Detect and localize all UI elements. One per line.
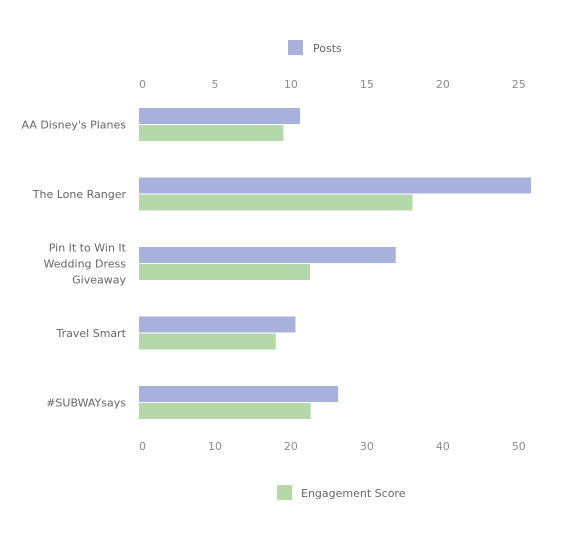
category-label: #SUBWAYsays (46, 397, 126, 410)
bar-engagement-score (139, 194, 413, 211)
bar-posts (139, 316, 296, 333)
bottom-axis-tick-label: 30 (360, 440, 374, 453)
category-labels: AA Disney's Planes The Lone Ranger Pin It … (21, 119, 126, 410)
legend-posts-swatch (288, 40, 303, 55)
bar-engagement-score (139, 125, 284, 141)
category-label: Travel Smart (56, 327, 127, 340)
bar-posts (139, 386, 339, 402)
category-label: The Lone Ranger (32, 188, 127, 201)
category-label: AA Disney's Planes (21, 119, 126, 132)
top-axis-tick-label: 0 (139, 78, 146, 91)
top-axis: 0 5 10 15 20 25 (139, 78, 526, 91)
bar-posts (139, 177, 531, 194)
top-axis-tick-label: 10 (284, 78, 298, 91)
bar-posts (139, 108, 301, 124)
bar-engagement-score (139, 264, 310, 280)
legend-posts-label: Posts (313, 42, 342, 55)
bottom-axis-tick-label: 50 (512, 440, 526, 453)
top-axis-tick-label: 25 (512, 78, 526, 91)
legend-engagement-score-swatch (277, 485, 292, 500)
bottom-axis-tick-label: 0 (139, 440, 146, 453)
bar-engagement-score (139, 333, 276, 350)
bar-posts (139, 247, 396, 263)
bar-engagement-score (139, 403, 311, 419)
legend-engagement-score: Engagement Score (277, 485, 406, 500)
bottom-axis: 0 10 20 30 40 50 (139, 440, 526, 453)
top-axis-tick-label: 20 (436, 78, 450, 91)
legend-posts: Posts (288, 40, 342, 55)
top-axis-tick-label: 15 (360, 78, 374, 91)
bottom-axis-tick-label: 10 (208, 440, 222, 453)
bottom-axis-tick-label: 20 (284, 440, 298, 453)
category-label: Pin It to Win It Wedding Dress Giveaway (44, 242, 127, 287)
top-axis-tick-label: 5 (211, 78, 218, 91)
legend-engagement-score-label: Engagement Score (301, 487, 406, 500)
bottom-axis-tick-label: 40 (436, 440, 450, 453)
bars (139, 108, 531, 419)
